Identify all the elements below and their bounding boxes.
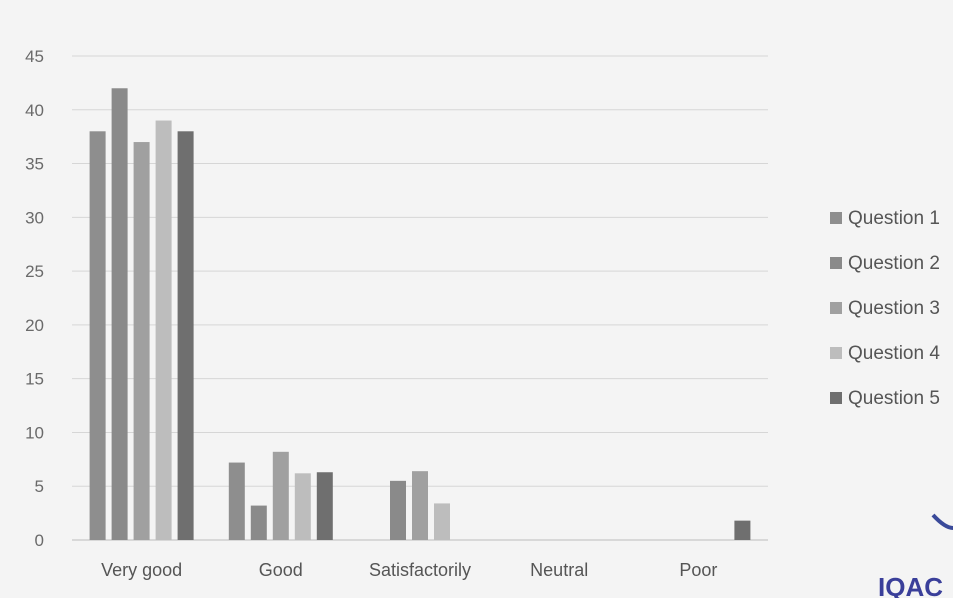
legend-swatch	[830, 347, 842, 359]
bar	[734, 520, 751, 540]
bar	[434, 503, 450, 540]
x-axis-ticks: Very good Good Satisfactorily Neutral Poor	[101, 560, 717, 580]
y-tick-label: 5	[35, 477, 44, 496]
y-axis-ticks: 0 5 10 15 20 25 30 35 40 45	[25, 47, 44, 550]
bar	[294, 473, 311, 540]
legend-swatch	[830, 212, 842, 224]
stamp-text: IQAC	[878, 572, 943, 598]
bar	[390, 480, 406, 540]
bar	[412, 471, 428, 540]
y-tick-label: 25	[25, 262, 44, 281]
x-tick-label: Poor	[679, 560, 717, 580]
legend: Question 1 Question 2 Question 3 Question 4…	[830, 208, 940, 409]
bar	[111, 88, 128, 541]
gridlines	[72, 55, 768, 541]
legend-label: Question 1	[848, 208, 940, 229]
y-tick-label: 10	[25, 423, 44, 442]
y-tick-label: 20	[25, 316, 44, 335]
bar	[250, 505, 267, 540]
x-tick-label: Neutral	[530, 560, 588, 580]
y-tick-label: 40	[25, 101, 44, 120]
bar	[177, 131, 194, 541]
stamp-arc-icon	[931, 513, 953, 530]
stamp-mark: IQAC	[878, 513, 953, 598]
x-tick-label: Very good	[101, 560, 182, 580]
y-tick-label: 45	[25, 47, 44, 66]
bar	[155, 120, 172, 541]
bars	[89, 88, 751, 541]
legend-swatch	[830, 257, 842, 269]
bar	[272, 451, 289, 540]
legend-label: Question 2	[848, 253, 940, 274]
legend-label: Question 3	[848, 298, 940, 319]
bar	[316, 472, 333, 540]
bar	[89, 131, 106, 541]
y-tick-label: 15	[25, 370, 44, 389]
y-tick-label: 30	[25, 208, 44, 227]
bar	[133, 142, 150, 541]
legend-label: Question 4	[848, 343, 940, 364]
legend-swatch	[830, 302, 842, 314]
legend-swatch	[830, 392, 842, 404]
x-tick-label: Satisfactorily	[369, 560, 471, 580]
y-tick-label: 35	[25, 155, 44, 174]
y-tick-label: 0	[35, 531, 44, 550]
bar	[228, 462, 245, 540]
x-tick-label: Good	[259, 560, 303, 580]
legend-label: Question 5	[848, 388, 940, 409]
